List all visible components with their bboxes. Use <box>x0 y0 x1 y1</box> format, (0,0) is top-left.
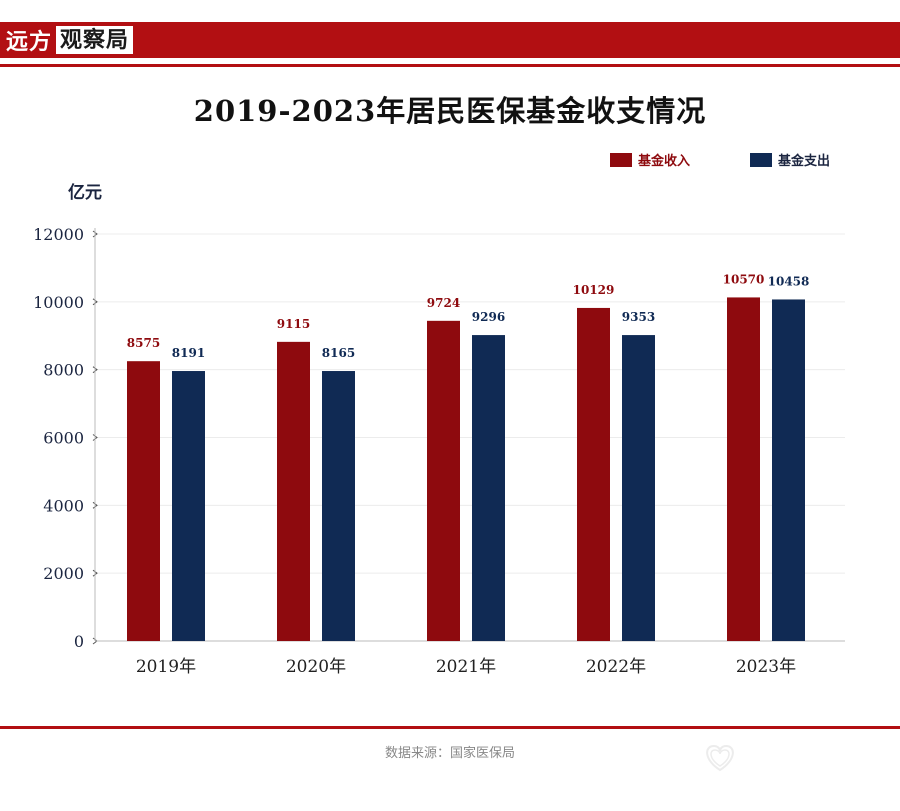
data-source: 数据来源：国家医保局 <box>384 746 515 761</box>
heart-watermark-icon <box>706 744 734 772</box>
chart-title: 2019-2023年居民医保基金收支情况 <box>193 94 707 128</box>
y-tick-label: 0 <box>74 632 84 651</box>
y-tick-mark <box>92 569 98 577</box>
y-tick-mark <box>92 434 98 441</box>
bar <box>427 320 460 641</box>
header-bar <box>0 22 900 58</box>
bar-value-label: 9353 <box>622 310 655 324</box>
brand-name-part1: 远方 <box>6 29 53 55</box>
bar <box>172 371 205 641</box>
bar-value-label: 8165 <box>322 346 355 360</box>
x-tick-label: 2020年 <box>286 657 346 677</box>
legend-swatch <box>750 153 772 167</box>
bar-value-label: 10129 <box>573 283 615 297</box>
brand-logo: 远方 观察局 <box>6 26 134 55</box>
bar-value-label: 9296 <box>472 310 505 324</box>
bar-value-label: 10570 <box>723 272 765 286</box>
x-tick-label: 2019年 <box>136 657 196 677</box>
bar <box>472 335 505 641</box>
bar <box>277 341 310 641</box>
y-axis-unit-label: 亿元 <box>68 182 102 203</box>
bar <box>322 371 355 641</box>
y-tick-label: 8000 <box>43 361 84 380</box>
bar-value-label: 9115 <box>277 317 310 331</box>
legend-label: 基金收入 <box>637 153 690 169</box>
bar <box>127 361 160 641</box>
x-tick-label: 2022年 <box>586 657 646 677</box>
y-tick-mark <box>92 298 98 306</box>
bar <box>772 299 805 641</box>
bar-value-label: 8191 <box>172 346 205 360</box>
y-tick-label: 10000 <box>33 293 84 312</box>
bar-value-label: 10458 <box>768 274 810 288</box>
y-tick-label: 4000 <box>43 496 84 515</box>
header-rule <box>0 64 900 67</box>
y-tick-label: 12000 <box>33 225 84 244</box>
footer-rule <box>0 726 900 729</box>
bar-value-label: 8575 <box>127 336 160 350</box>
bar <box>577 307 610 641</box>
bar <box>727 297 760 641</box>
x-tick-label: 2021年 <box>436 657 496 677</box>
legend-label: 基金支出 <box>777 153 830 169</box>
y-tick-mark <box>92 230 98 238</box>
brand-name-part2: 观察局 <box>56 26 134 54</box>
bar-value-label: 9724 <box>427 296 460 310</box>
y-tick-label: 2000 <box>43 564 84 583</box>
bar <box>622 335 655 641</box>
legend-swatch <box>610 153 632 167</box>
y-tick-mark <box>92 501 98 509</box>
y-tick-mark <box>92 366 98 374</box>
y-tick-label: 6000 <box>43 429 84 448</box>
x-tick-label: 2023年 <box>736 657 796 677</box>
